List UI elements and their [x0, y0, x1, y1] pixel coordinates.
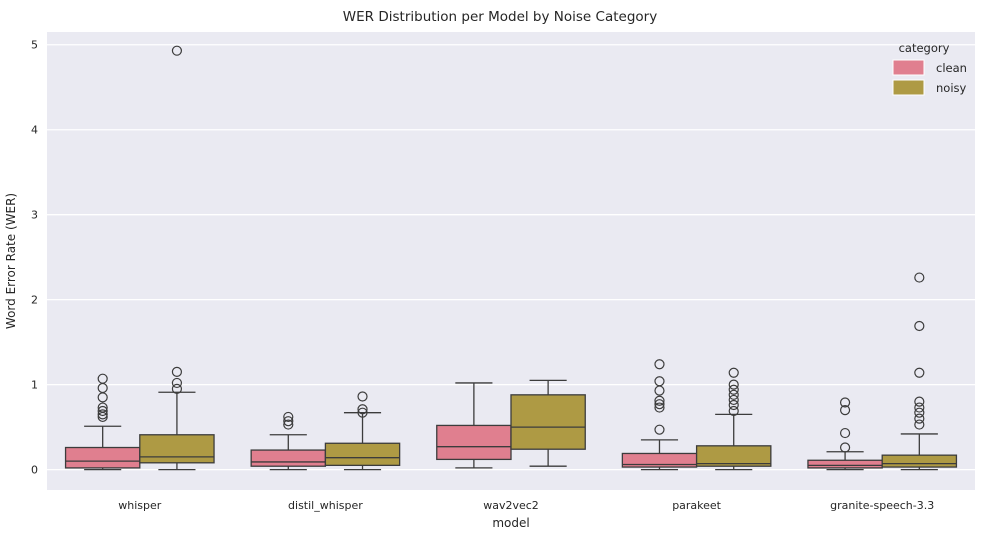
- legend-title: category: [899, 41, 950, 55]
- box-wav2vec2-noisy: [510, 394, 586, 450]
- box-distil_whisper-clean-outlier-2: [283, 411, 294, 423]
- box-granite-speech-3.3-noisy-outlier-4: [914, 396, 925, 407]
- y-tick-label-4: 4: [31, 124, 38, 137]
- legend-label-noisy: noisy: [936, 81, 967, 95]
- box-parakeet-clean-outlier-5: [654, 376, 665, 387]
- box-distil_whisper-noisy-outlier-0: [357, 407, 368, 418]
- box-parakeet-clean-outlier-0: [654, 424, 665, 435]
- box-granite-speech-3.3-clean-outlier-1: [839, 427, 851, 439]
- y-tick-label-5: 5: [31, 39, 38, 52]
- box-whisper-noisy-outlier-3: [171, 45, 183, 56]
- box-parakeet-noisy-outlier-2: [728, 394, 739, 406]
- box-whisper-clean-outlier-6: [97, 373, 108, 384]
- box-parakeet-noisy: [695, 445, 772, 467]
- box-whisper-clean-outlier-1: [97, 409, 108, 420]
- box-granite-speech-3.3-clean-outlier-0: [839, 442, 851, 453]
- box-granite-speech-3.3-clean: [807, 459, 883, 469]
- box-parakeet-noisy-outlier-5: [728, 379, 739, 390]
- box-granite-speech-3.3-clean-outlier-3: [839, 397, 851, 408]
- box-parakeet-noisy-outlier-6: [728, 367, 739, 378]
- y-tick-label-3: 3: [31, 209, 38, 222]
- box-granite-speech-3.3-noisy-outlier-6: [914, 320, 925, 332]
- box-whisper-noisy-outlier-2: [171, 366, 183, 377]
- box-granite-speech-3.3-clean-outlier-2: [839, 405, 851, 416]
- x-tick-label-parakeet: parakeet: [672, 499, 721, 512]
- x-axis-label: model: [492, 516, 529, 530]
- legend-label-clean: clean: [936, 61, 967, 75]
- x-tick-label-wav2vec2: wav2vec2: [483, 499, 539, 512]
- y-tick-label-1: 1: [31, 379, 38, 392]
- box-whisper-noisy-outlier-0: [171, 383, 183, 394]
- box-granite-speech-3.3-noisy-outlier-2: [914, 407, 925, 418]
- y-tick-label-0: 0: [31, 464, 38, 477]
- box-granite-speech-3.3-noisy-outlier-3: [914, 402, 925, 413]
- chart-title: WER Distribution per Model by Noise Cate…: [343, 9, 657, 25]
- box-whisper-clean: [64, 446, 141, 469]
- y-axis-label: Word Error Rate (WER): [4, 193, 18, 329]
- box-granite-speech-3.3-noisy-outlier-1: [914, 413, 925, 424]
- box-parakeet-clean-outlier-3: [654, 395, 665, 406]
- box-whisper-noisy-outlier-1: [171, 377, 183, 389]
- box-parakeet-clean-outlier-2: [654, 399, 665, 410]
- box-distil_whisper-clean-outlier-0: [283, 419, 294, 430]
- box-distil_whisper-noisy: [324, 442, 401, 467]
- box-parakeet-noisy-outlier-3: [728, 389, 739, 400]
- box-parakeet-clean-outlier-6: [654, 359, 665, 370]
- box-granite-speech-3.3-noisy-outlier-5: [914, 367, 925, 378]
- legend-swatch-noisy: [892, 79, 925, 96]
- x-tick-label-distil_whisper: distil_whisper: [288, 499, 363, 512]
- box-distil_whisper-noisy-outlier-1: [357, 404, 368, 415]
- box-parakeet-noisy-outlier-4: [728, 384, 739, 395]
- x-tick-label-whisper: whisper: [118, 499, 162, 512]
- box-whisper-clean-outlier-3: [97, 402, 108, 413]
- y-tick-label-2: 2: [31, 294, 38, 307]
- box-granite-speech-3.3-noisy-outlier-0: [914, 419, 925, 430]
- box-distil_whisper-noisy-outlier-2: [357, 391, 368, 402]
- box-wav2vec2-clean: [436, 424, 512, 461]
- legend-swatch-clean: [892, 59, 925, 76]
- box-whisper-noisy: [139, 434, 215, 464]
- box-whisper-clean-outlier-2: [97, 405, 108, 417]
- box-distil_whisper-clean: [250, 449, 327, 467]
- box-granite-speech-3.3-noisy: [881, 454, 958, 468]
- box-parakeet-noisy-outlier-1: [728, 399, 739, 411]
- box-distil_whisper-clean-outlier-1: [283, 416, 294, 427]
- box-granite-speech-3.3-noisy-outlier-7: [914, 272, 925, 283]
- box-parakeet-clean-outlier-1: [654, 402, 665, 413]
- x-tick-label-granite-speech-3.3: granite-speech-3.3: [830, 499, 934, 512]
- box-parakeet-noisy-outlier-0: [728, 405, 739, 417]
